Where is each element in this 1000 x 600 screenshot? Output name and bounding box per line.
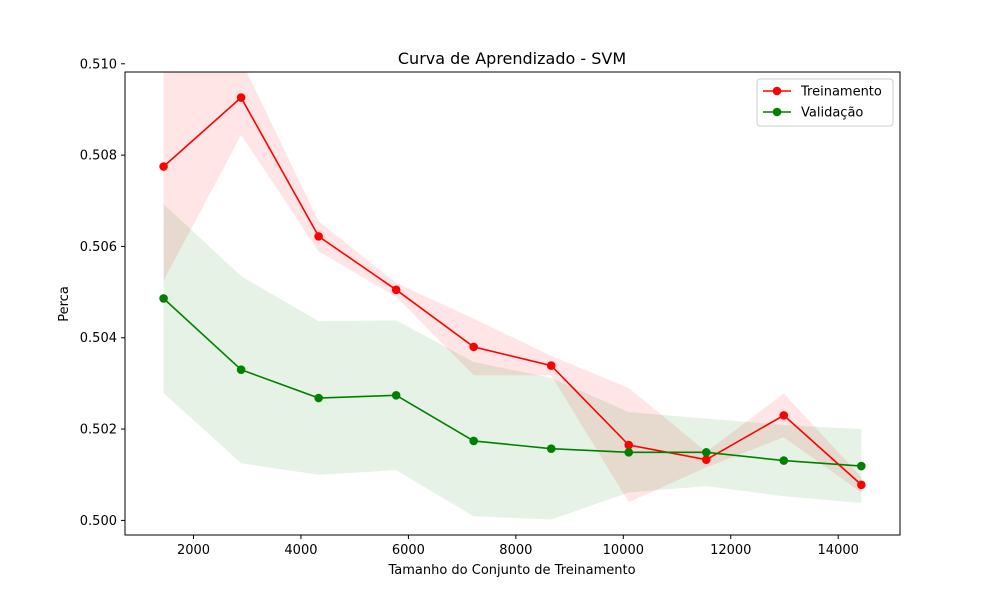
x-axis-label: Tamanho do Conjunto de Treinamento bbox=[387, 563, 635, 578]
y-axis-label: Perca bbox=[57, 286, 72, 322]
chart-title: Curva de Aprendizado - SVM bbox=[398, 49, 626, 68]
x-tick-label: 2000 bbox=[177, 543, 210, 558]
x-tick-label: 4000 bbox=[284, 543, 317, 558]
data-point-validacao bbox=[624, 448, 634, 457]
data-point-validacao bbox=[701, 448, 711, 457]
plot-area: 2000 4000 6000 8000 10000 12000 14000 0.500 0.50… bbox=[80, 57, 901, 558]
data-point-treinamento bbox=[236, 93, 246, 102]
y-tick-label: 0.504 bbox=[80, 331, 117, 346]
data-point-validacao bbox=[314, 393, 323, 403]
legend: Treinamento Validação bbox=[756, 78, 894, 127]
data-point-validacao bbox=[159, 294, 168, 303]
data-point-treinamento bbox=[391, 285, 401, 295]
series-line-treinamento bbox=[163, 96, 862, 486]
series-line-validacao bbox=[163, 297, 862, 467]
data-point-validacao bbox=[546, 444, 556, 454]
data-point-treinamento bbox=[469, 342, 478, 352]
x-tick-label: 12000 bbox=[710, 543, 751, 558]
y-tick-label: 0.500 bbox=[80, 514, 117, 529]
axes-frame bbox=[124, 71, 901, 536]
data-point-validacao bbox=[469, 436, 478, 446]
data-point-treinamento bbox=[159, 162, 168, 171]
y-tick-label: 0.506 bbox=[80, 240, 117, 255]
y-tick-label: 0.508 bbox=[80, 149, 117, 164]
data-point-validacao bbox=[779, 456, 789, 465]
y-tick-label: 0.502 bbox=[80, 423, 117, 438]
y-tick-label: 0.510 bbox=[80, 57, 117, 72]
legend-marker-validacao bbox=[772, 107, 782, 117]
x-tick-label: 10000 bbox=[603, 543, 644, 558]
x-tick-label: 14000 bbox=[818, 543, 859, 558]
legend-label-treinamento: Treinamento bbox=[800, 85, 882, 100]
data-point-treinamento bbox=[779, 411, 789, 420]
plot-content bbox=[159, 72, 866, 520]
x-tick-label: 6000 bbox=[392, 543, 425, 558]
data-point-validacao bbox=[236, 365, 246, 375]
legend-marker-treinamento bbox=[772, 86, 782, 96]
data-point-treinamento bbox=[314, 232, 323, 241]
data-point-treinamento bbox=[701, 455, 711, 464]
data-point-treinamento bbox=[857, 480, 866, 490]
confidence-band-validacao bbox=[163, 203, 862, 520]
confidence-band-treinamento bbox=[163, 72, 862, 503]
data-point-validacao bbox=[857, 461, 866, 471]
data-point-treinamento bbox=[546, 361, 556, 370]
legend-label-validacao: Validação bbox=[801, 106, 863, 121]
data-point-validacao bbox=[391, 390, 401, 400]
x-tick-label: 8000 bbox=[499, 543, 532, 558]
data-point-treinamento bbox=[624, 440, 634, 450]
